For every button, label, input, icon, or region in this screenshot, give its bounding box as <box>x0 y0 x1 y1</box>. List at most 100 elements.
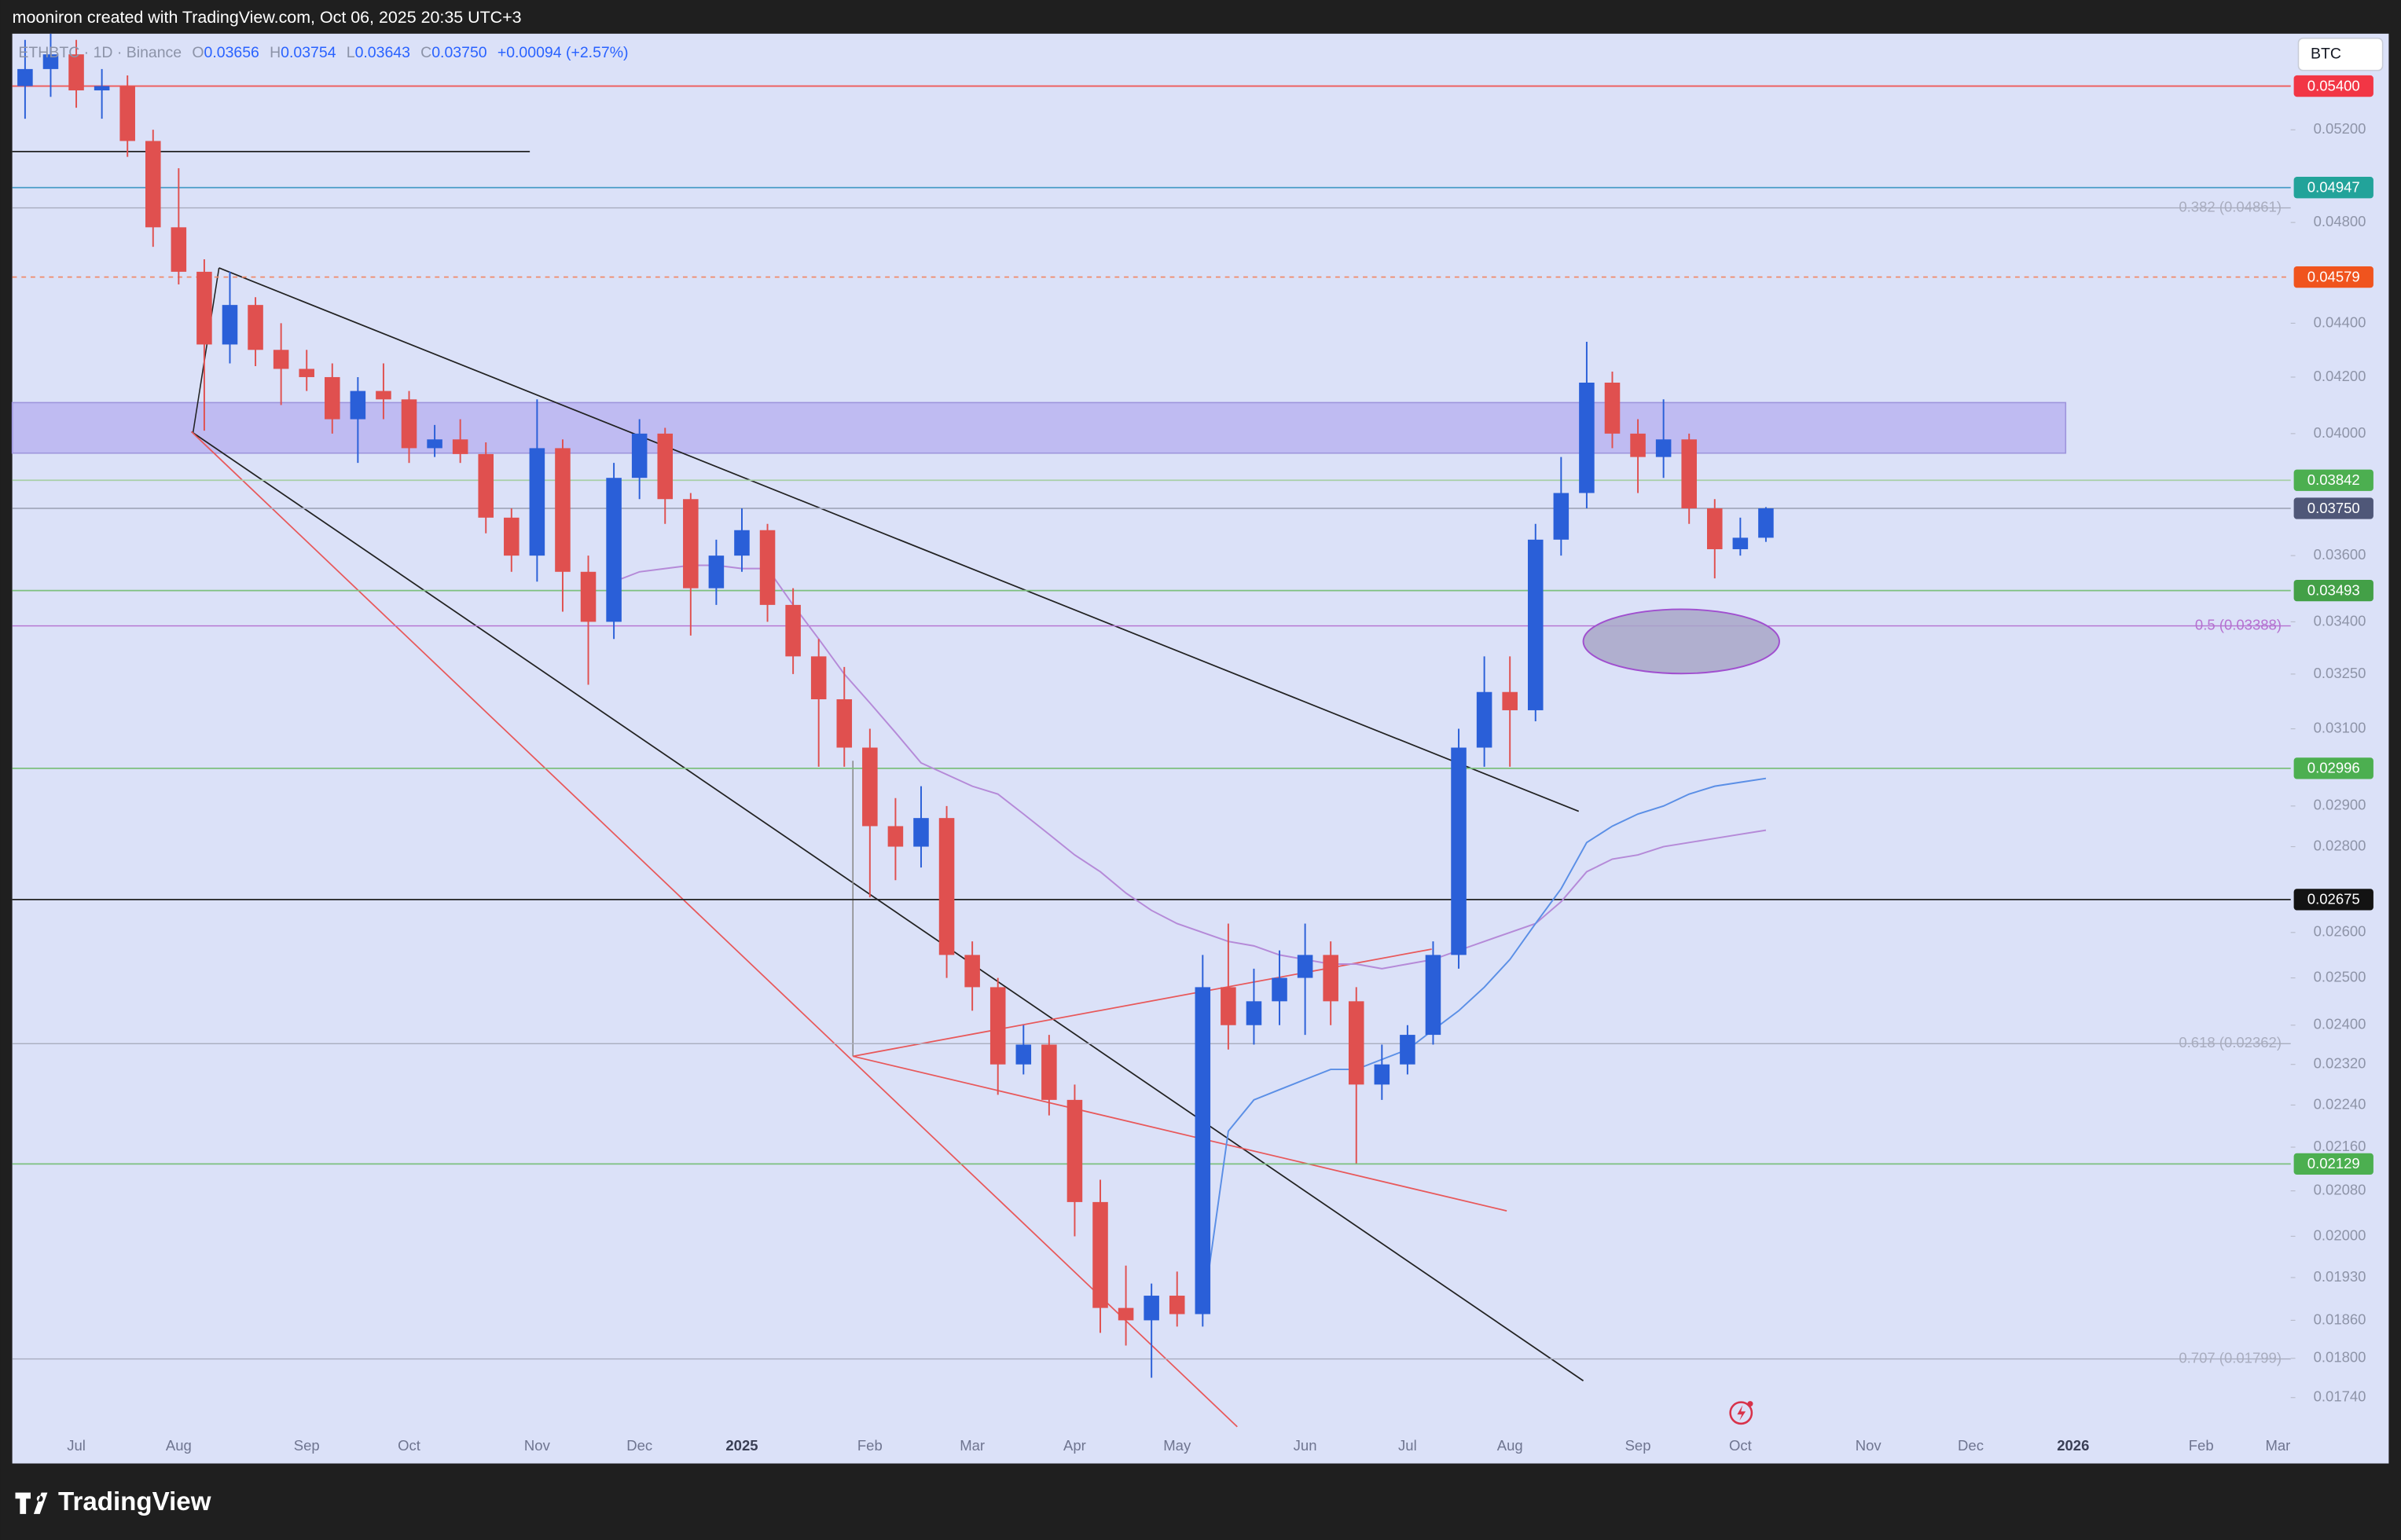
x-tick-label: Nov <box>1856 1437 1882 1454</box>
candle-body <box>785 604 801 657</box>
x-tick-label: Jun <box>1294 1437 1317 1454</box>
candle-body <box>1323 955 1338 1002</box>
price-badge-label: 0.04579 <box>2307 268 2360 284</box>
series <box>613 564 1767 1314</box>
candle-body <box>1066 1099 1083 1202</box>
header-text: mooniron created with TradingView.com, O… <box>13 8 522 27</box>
candle-body <box>810 656 827 699</box>
currency-button[interactable] <box>2297 37 2384 72</box>
candle-body <box>1732 537 1749 549</box>
price-badge <box>2293 75 2373 97</box>
candle-body <box>1630 433 1646 457</box>
y-tick-label: 0.01800 <box>2314 1349 2366 1366</box>
alert-icon-dot <box>1747 1401 1753 1407</box>
y-tick-label: 0.02900 <box>2314 797 2366 813</box>
price-badge <box>2293 177 2373 199</box>
candle-body <box>401 399 417 449</box>
price-badge-label: 0.02129 <box>2307 1155 2360 1172</box>
y-tick-label: 0.02080 <box>2314 1182 2366 1198</box>
candle-body <box>555 448 571 572</box>
y-tick-label: 0.01930 <box>2314 1268 2366 1285</box>
candle-body <box>504 517 519 556</box>
target-ellipse <box>1582 608 1780 675</box>
candle-body <box>862 747 878 827</box>
trend-line <box>192 267 220 434</box>
trend-line <box>853 1055 1507 1212</box>
candle-body <box>376 390 391 400</box>
candle-body <box>1144 1296 1159 1321</box>
currency-label[interactable]: BTC <box>2311 45 2341 62</box>
price-badge <box>2293 469 2373 491</box>
price-badge-label: 0.02996 <box>2307 760 2360 776</box>
x-tick-label: Aug <box>166 1437 192 1454</box>
x-tick-label: Sep <box>294 1437 320 1454</box>
x-tick-label: Feb <box>2189 1437 2214 1454</box>
legend: ETHBTC · 1D · Binance O0.03656 H0.03754 … <box>18 44 628 61</box>
price-badge <box>2293 889 2373 911</box>
y-tick-label: 0.02600 <box>2314 923 2366 940</box>
y-tick-label: 0.03600 <box>2314 546 2366 563</box>
x-tick-label: 2026 <box>2057 1437 2089 1454</box>
candle-body <box>196 271 212 345</box>
candle-body <box>759 530 776 605</box>
y-tick-label: 0.02240 <box>2314 1095 2366 1112</box>
candle-body <box>1246 1001 1262 1025</box>
candle-body <box>1476 691 1492 748</box>
y-tick-label: 0.03100 <box>2314 719 2366 735</box>
candle-body <box>1015 1044 1032 1065</box>
x-tick-label: Jul <box>1398 1437 1417 1454</box>
y-tick-label: 0.03250 <box>2314 665 2366 681</box>
y-tick-label: 0.02400 <box>2314 1016 2366 1032</box>
price-badge <box>2293 1153 2373 1175</box>
candle-body <box>119 86 135 141</box>
price-badge-label: 0.03493 <box>2307 581 2360 598</box>
candle-body <box>938 818 955 955</box>
candle-body <box>1221 987 1236 1025</box>
x-tick-label: Oct <box>398 1437 420 1454</box>
x-tick-label: Dec <box>626 1437 652 1454</box>
price-badge-label: 0.02675 <box>2307 891 2360 908</box>
logo-text: TradingView <box>58 1487 211 1516</box>
candle-body <box>1451 747 1467 955</box>
candle-body <box>248 305 263 350</box>
candle-body <box>1297 955 1313 978</box>
y-tick-label: 0.05200 <box>2314 120 2366 137</box>
alert-icon-bolt <box>1737 1405 1746 1421</box>
alert-icon-circle <box>1729 1401 1753 1425</box>
y-tick-label: 0.02000 <box>2314 1226 2366 1243</box>
y-tick-label: 0.03400 <box>2314 612 2366 629</box>
candle-body <box>1272 977 1287 1002</box>
legend-key: C <box>420 44 431 61</box>
candles <box>17 33 1774 1378</box>
fib-level-label: 0.618 (0.02362) <box>2179 1034 2282 1050</box>
moving-average-line <box>613 564 1767 970</box>
candle-body <box>299 368 314 377</box>
candle-body <box>989 987 1006 1065</box>
legend-key: L <box>347 44 355 61</box>
x-tick-label: Dec <box>1958 1437 1984 1454</box>
candle-body <box>657 433 674 500</box>
candle-body <box>1092 1201 1108 1308</box>
candle-body <box>734 530 750 556</box>
candle-body <box>427 439 442 449</box>
candle-body <box>913 818 929 847</box>
x-tick-label: Apr <box>1063 1437 1086 1454</box>
axes: 0.05200 0.04800 0.04400 0.04200 0.04000 0.036… <box>67 75 2373 1454</box>
candle-body <box>94 86 110 91</box>
price-badge <box>2293 579 2373 602</box>
candle-body <box>17 68 33 86</box>
candle-body <box>1527 539 1544 710</box>
price-badge-label: 0.03842 <box>2307 471 2360 488</box>
legend-key: H <box>270 44 281 61</box>
candle-body <box>273 350 289 369</box>
candle-body <box>580 571 597 622</box>
candle-body <box>478 453 494 518</box>
candle-body <box>325 376 340 420</box>
candle-body <box>68 54 84 91</box>
y-tick-label: 0.04400 <box>2314 314 2366 330</box>
candle-body <box>1553 493 1569 540</box>
footer-logo: TradingView <box>15 1487 211 1516</box>
legend-value: 0.03643 <box>355 44 410 61</box>
